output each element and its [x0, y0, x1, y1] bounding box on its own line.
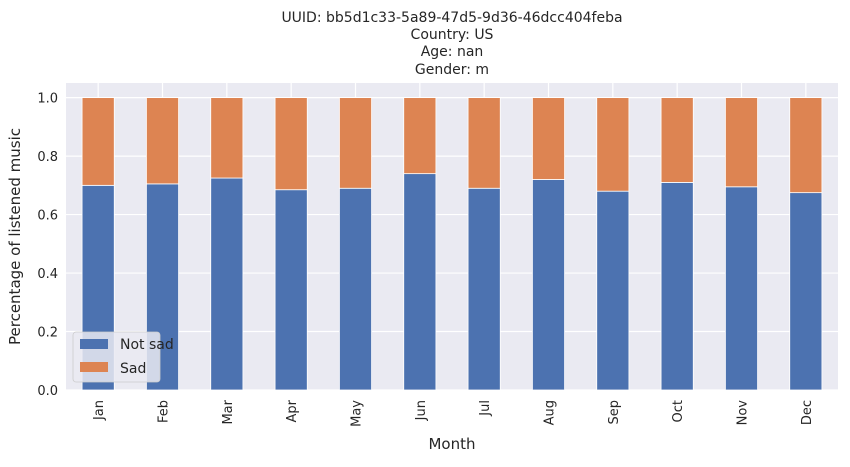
bar-not-sad-jun: [403, 173, 437, 391]
bar-not-sad-aug: [532, 179, 565, 391]
legend-swatch-sad: [80, 362, 108, 372]
x-tick-label: Mar: [221, 399, 236, 424]
bar-sad-jan: [81, 97, 115, 186]
y-tick-label: 0.0: [37, 384, 58, 399]
x-tick-label: Jan: [92, 400, 107, 421]
bar-not-sad-nov: [725, 186, 758, 391]
x-tick-label: Nov: [736, 400, 751, 426]
bar-not-sad-mar: [210, 177, 244, 391]
y-tick-label: 0.8: [37, 150, 58, 165]
x-tick-label: Oct: [671, 400, 686, 422]
y-tick-label: 0.4: [37, 267, 58, 282]
bar-sad-nov: [725, 97, 758, 188]
x-tick-label: Aug: [543, 400, 558, 425]
legend: Not sad Sad: [72, 331, 174, 383]
y-tick-label: 1.0: [37, 92, 58, 107]
x-tick-label: Sep: [607, 400, 622, 425]
y-axis-label: Percentage of listened music: [6, 128, 24, 345]
legend-label-not-sad: Not sad: [120, 337, 174, 353]
x-axis-label: Month: [428, 435, 475, 453]
x-tick-labels: Jan Feb Mar Apr May Jun Jul Aug Sep Oct Nov Dec: [92, 399, 815, 427]
bar-sad-sep: [596, 97, 630, 192]
x-tick-label: Dec: [800, 400, 815, 425]
bar-not-sad-sep: [596, 190, 630, 391]
x-tick-label: Apr: [285, 399, 300, 422]
bar-not-sad-apr: [274, 189, 308, 391]
y-tick-label: 0.2: [37, 326, 58, 341]
bar-sad-aug: [532, 97, 565, 180]
bar-sad-jul: [467, 97, 501, 189]
bar-sad-dec: [789, 97, 823, 194]
x-tick-label: Jul: [478, 400, 493, 417]
y-tick-labels: 0.0 0.2 0.4 0.6 0.8 1.0: [37, 92, 58, 399]
legend-swatch-not-sad: [80, 339, 108, 349]
bar-not-sad-may: [339, 187, 372, 391]
bars: [81, 97, 823, 391]
plot-background: [66, 83, 838, 390]
bar-sad-mar: [210, 97, 244, 179]
x-tick-label: Jun: [414, 400, 429, 421]
bar-not-sad-oct: [660, 182, 694, 391]
chart-title: UUID: bb5d1c33-5a89-47d5-9d36-46dcc404fe…: [281, 10, 622, 78]
bar-sad-jun: [403, 97, 437, 175]
bar-sad-may: [339, 97, 372, 189]
title-line-1: UUID: bb5d1c33-5a89-47d5-9d36-46dcc404fe…: [281, 10, 622, 26]
title-line-4: Gender: m: [415, 62, 489, 78]
bar-sad-feb: [146, 97, 179, 185]
x-tick-label: May: [350, 400, 365, 427]
bar-sad-oct: [660, 97, 694, 183]
bar-not-sad-dec: [789, 192, 823, 391]
bar-sad-apr: [274, 97, 308, 191]
y-tick-label: 0.6: [37, 209, 58, 224]
legend-label-sad: Sad: [120, 361, 146, 377]
title-line-2: Country: US: [411, 27, 494, 43]
x-tick-label: Feb: [157, 400, 172, 423]
bar-not-sad-jul: [467, 187, 501, 391]
title-line-3: Age: nan: [421, 44, 484, 60]
